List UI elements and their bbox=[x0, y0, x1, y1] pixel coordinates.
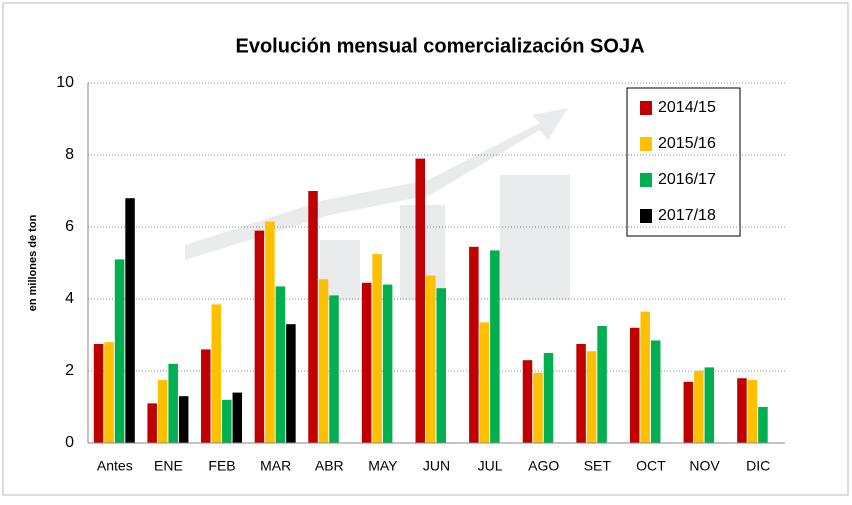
bar bbox=[158, 380, 168, 443]
bar bbox=[125, 198, 135, 443]
bar bbox=[694, 371, 704, 443]
bar bbox=[684, 382, 694, 443]
bar bbox=[416, 159, 426, 443]
x-tick-label: DIC bbox=[746, 458, 770, 474]
bar bbox=[222, 400, 232, 443]
bar bbox=[640, 312, 650, 443]
legend-swatch bbox=[640, 137, 652, 151]
bar bbox=[255, 231, 265, 443]
bar bbox=[490, 250, 500, 443]
bar bbox=[233, 393, 243, 443]
y-axis-label: en millones de ton bbox=[27, 214, 39, 311]
bar bbox=[104, 342, 114, 443]
x-tick-label: SET bbox=[584, 458, 612, 474]
bar bbox=[705, 367, 715, 443]
bar bbox=[651, 340, 661, 443]
legend: 2014/15 2015/16 2016/17 2017/18 bbox=[627, 88, 740, 236]
bar bbox=[469, 247, 479, 443]
y-tick-label: 8 bbox=[65, 146, 74, 163]
x-tick-label: Antes bbox=[97, 458, 133, 474]
x-tick-label: OCT bbox=[636, 458, 666, 474]
bar bbox=[147, 403, 157, 443]
bar bbox=[383, 285, 393, 443]
bar bbox=[597, 326, 607, 443]
bar bbox=[319, 279, 329, 443]
bar bbox=[115, 259, 125, 443]
bar bbox=[576, 344, 586, 443]
bar bbox=[523, 360, 533, 443]
bar bbox=[329, 295, 339, 443]
bar bbox=[362, 283, 372, 443]
bar bbox=[437, 288, 447, 443]
bar bbox=[179, 396, 189, 443]
bar bbox=[737, 378, 747, 443]
bar bbox=[308, 191, 318, 443]
bar bbox=[212, 304, 222, 443]
bar bbox=[630, 328, 640, 443]
bar bbox=[587, 351, 597, 443]
x-tick-label: ABR bbox=[315, 458, 344, 474]
bar bbox=[168, 364, 178, 443]
legend-swatch bbox=[640, 173, 652, 187]
x-tick-label: AGO bbox=[528, 458, 559, 474]
y-tick-label: 2 bbox=[65, 362, 74, 379]
x-tick-label: MAY bbox=[368, 458, 398, 474]
bar bbox=[94, 344, 104, 443]
bar bbox=[201, 349, 211, 443]
bar bbox=[748, 380, 758, 443]
legend-label: 2016/17 bbox=[658, 171, 716, 188]
x-tick-label: NOV bbox=[689, 458, 720, 474]
legend-label: 2014/15 bbox=[658, 99, 716, 116]
bar bbox=[265, 222, 275, 443]
y-tick-label: 10 bbox=[56, 74, 74, 91]
x-tick-label: ENE bbox=[154, 458, 183, 474]
bar bbox=[480, 322, 490, 443]
bar bbox=[533, 373, 543, 443]
x-tick-label: JUN bbox=[423, 458, 450, 474]
y-tick-label: 4 bbox=[65, 290, 74, 307]
bar bbox=[544, 353, 554, 443]
legend-label: 2017/18 bbox=[658, 207, 716, 224]
x-tick-label: FEB bbox=[208, 458, 235, 474]
bar bbox=[372, 254, 382, 443]
chart: Evolución mensual comercialización SOJA … bbox=[0, 0, 852, 500]
bar bbox=[758, 407, 768, 443]
legend-swatch bbox=[640, 209, 652, 223]
y-tick-label: 0 bbox=[65, 434, 74, 451]
y-tick-label: 6 bbox=[65, 218, 74, 235]
bar bbox=[276, 286, 286, 443]
x-tick-label: MAR bbox=[260, 458, 291, 474]
x-tick-label: JUL bbox=[478, 458, 503, 474]
legend-swatch bbox=[640, 101, 652, 115]
chart-title: Evolución mensual comercialización SOJA bbox=[235, 35, 644, 57]
bar bbox=[426, 276, 436, 443]
legend-label: 2015/16 bbox=[658, 135, 716, 152]
bar bbox=[286, 324, 296, 443]
